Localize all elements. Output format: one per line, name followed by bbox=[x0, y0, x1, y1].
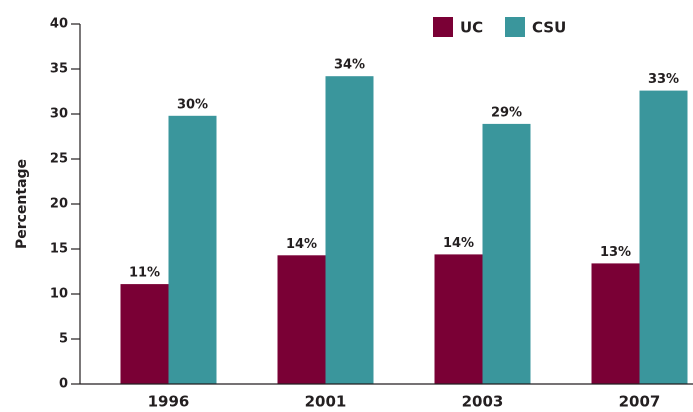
y-tick-label: 40 bbox=[50, 17, 68, 32]
value-label: 33% bbox=[648, 72, 679, 87]
y-tick-label: 15 bbox=[50, 242, 68, 257]
y-tick-label: 25 bbox=[50, 152, 68, 167]
value-label: 30% bbox=[177, 97, 208, 112]
bar bbox=[591, 263, 640, 384]
y-tick-label: 5 bbox=[59, 332, 68, 347]
y-tick-label: 30 bbox=[50, 107, 68, 122]
x-tick-label: 2001 bbox=[305, 393, 347, 411]
value-label: 13% bbox=[600, 245, 631, 260]
value-label: 14% bbox=[443, 236, 474, 251]
y-tick-label: 20 bbox=[50, 197, 68, 212]
y-tick-label: 10 bbox=[50, 287, 68, 302]
x-tick-label: 1996 bbox=[148, 393, 190, 411]
bar bbox=[325, 76, 374, 384]
bar bbox=[277, 255, 326, 384]
legend-label: UC bbox=[460, 19, 483, 37]
legend-swatch bbox=[433, 17, 453, 37]
y-axis-label: Percentage bbox=[14, 159, 30, 249]
value-label: 29% bbox=[491, 105, 522, 120]
legend-label: CSU bbox=[532, 19, 566, 37]
value-label: 34% bbox=[334, 58, 365, 73]
y-tick-label: 35 bbox=[50, 62, 68, 77]
y-tick-label: 0 bbox=[59, 377, 68, 392]
bar bbox=[168, 115, 217, 385]
bar bbox=[120, 284, 169, 384]
bar bbox=[639, 90, 688, 384]
x-tick-label: 2007 bbox=[619, 393, 661, 411]
bar bbox=[434, 254, 483, 384]
value-label: 11% bbox=[129, 266, 160, 281]
bar bbox=[482, 123, 531, 385]
x-tick-label: 2003 bbox=[462, 393, 504, 411]
value-label: 14% bbox=[286, 237, 317, 252]
legend-swatch bbox=[505, 17, 525, 37]
